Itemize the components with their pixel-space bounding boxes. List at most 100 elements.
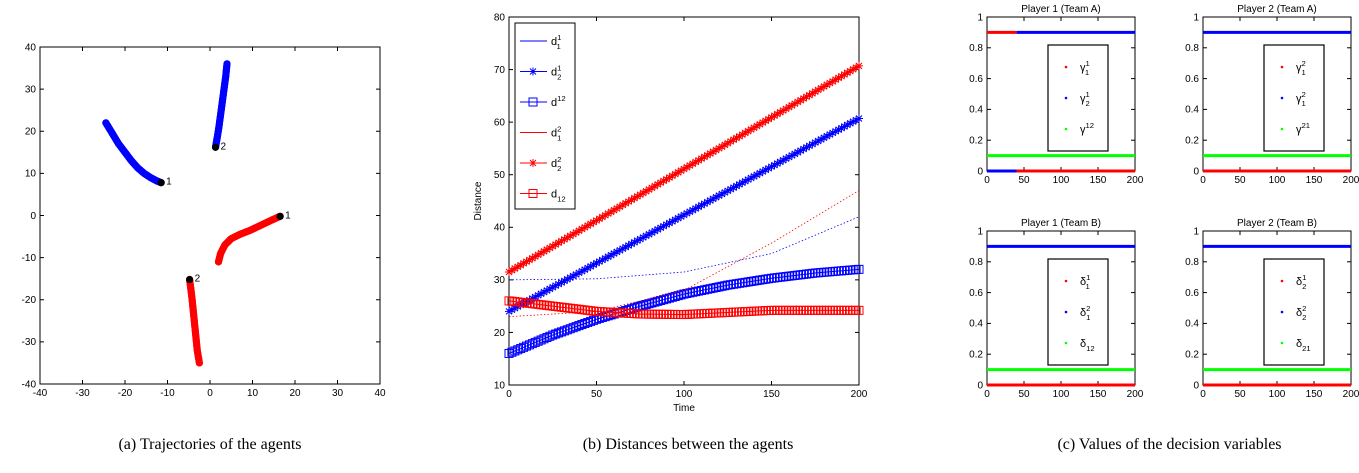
square-marker xyxy=(583,317,593,327)
x-tick-label: 150 xyxy=(1306,389,1323,400)
star-marker xyxy=(796,96,805,105)
square-marker xyxy=(691,287,701,297)
y-tick-label: 1 xyxy=(1193,226,1199,237)
star-marker xyxy=(799,145,808,154)
y-tick-label: 0.8 xyxy=(1185,257,1199,268)
trajectory-end-label: 1 xyxy=(285,210,291,221)
star-marker xyxy=(601,254,610,263)
square-marker xyxy=(679,289,689,299)
star-marker xyxy=(677,166,686,175)
star-marker xyxy=(822,132,831,141)
axes-trajectories: -40 -30 -20 -10 0 10 20 30 40 -40 -30 -20 -10 0 10 20 30… xyxy=(22,42,386,399)
y-tick-label: -20 xyxy=(22,295,37,306)
star-marker xyxy=(566,273,575,282)
trajectory-end-label: 2 xyxy=(221,141,227,152)
star-marker xyxy=(729,183,738,192)
star-marker xyxy=(796,146,805,155)
trajectory-series: 2 xyxy=(186,274,203,367)
star-marker xyxy=(575,226,583,235)
star-marker xyxy=(808,140,817,149)
y-tick-label: 40 xyxy=(494,223,506,234)
star-marker xyxy=(837,124,846,133)
x-tick-label: 150 xyxy=(763,389,780,400)
legend: δ1 2 δ2 2 δ21 xyxy=(1263,258,1325,366)
star-marker xyxy=(805,91,814,100)
legend-marker xyxy=(1064,65,1068,69)
star-marker xyxy=(569,230,578,239)
star-marker xyxy=(726,137,735,146)
square-marker xyxy=(641,300,651,310)
star-marker xyxy=(650,227,659,236)
star-marker xyxy=(542,245,551,254)
x-tick-label: 150 xyxy=(1090,175,1107,186)
star-marker xyxy=(551,281,560,290)
star-marker xyxy=(732,181,741,190)
trajectory-end-marker xyxy=(211,143,220,151)
square-marker xyxy=(522,341,531,351)
legend-marker xyxy=(1064,310,1068,314)
star-marker xyxy=(680,164,688,173)
star-marker xyxy=(586,262,595,271)
legend-label: γ12 xyxy=(1080,121,1094,136)
y-tick-label: 1 xyxy=(1193,12,1199,23)
star-marker xyxy=(612,247,621,256)
trajectory-end-marker xyxy=(186,275,194,284)
square-marker xyxy=(656,296,666,306)
square-marker xyxy=(565,324,575,334)
trajectory-end-label: 2 xyxy=(195,274,201,285)
star-marker xyxy=(817,135,826,144)
square-marker xyxy=(662,294,671,304)
square-marker xyxy=(533,336,543,346)
square-marker xyxy=(539,334,549,344)
star-marker xyxy=(773,159,782,168)
square-marker xyxy=(694,286,704,296)
y-tick-label: 0.2 xyxy=(1185,136,1199,147)
trajectory-series: 1 xyxy=(102,119,172,188)
x-tick-label: 10 xyxy=(247,388,259,399)
star-marker xyxy=(642,187,651,196)
star-marker xyxy=(779,106,788,115)
star-marker xyxy=(770,161,779,170)
trajectory-end-label: 1 xyxy=(166,177,172,188)
star-marker xyxy=(805,141,814,150)
star-marker xyxy=(647,183,656,192)
star-marker xyxy=(846,119,855,128)
square-marker xyxy=(685,288,695,298)
star-marker xyxy=(542,286,551,295)
legend-label: d12 xyxy=(551,189,566,204)
y-tick-label: 0 xyxy=(30,211,36,222)
star-marker xyxy=(633,192,642,201)
star-marker xyxy=(793,148,802,157)
star-marker xyxy=(831,127,840,136)
y-tick-label: 1 xyxy=(977,226,983,237)
star-marker xyxy=(735,132,744,141)
legend-label: d2 1 xyxy=(551,125,561,143)
y-tick-label: 0.4 xyxy=(969,319,983,330)
star-marker xyxy=(828,128,837,137)
star-marker xyxy=(840,122,849,131)
star-marker xyxy=(674,168,683,177)
star-marker xyxy=(849,65,858,74)
legend-label: δ21 xyxy=(1296,338,1311,353)
star-marker xyxy=(540,247,548,256)
legend-marker xyxy=(1280,127,1284,131)
star-marker xyxy=(653,225,662,234)
legend-marker xyxy=(1280,310,1284,314)
star-marker xyxy=(738,130,747,139)
star-marker xyxy=(537,289,546,298)
star-marker xyxy=(785,153,793,162)
star-marker xyxy=(618,244,627,253)
x-tick-label: 50 xyxy=(1018,389,1030,400)
star-marker xyxy=(758,167,767,176)
star-marker xyxy=(569,272,578,281)
square-marker xyxy=(720,281,730,291)
star-marker xyxy=(764,164,773,173)
y-tick-label: 0.4 xyxy=(1185,105,1199,116)
y-tick-label: 0.4 xyxy=(969,105,983,116)
star-marker xyxy=(636,190,645,199)
star-marker xyxy=(612,204,621,213)
axes-distances: 0 50 100 150 200 10 20 30 40 50 60 70 80 Time Distance… xyxy=(473,12,868,414)
